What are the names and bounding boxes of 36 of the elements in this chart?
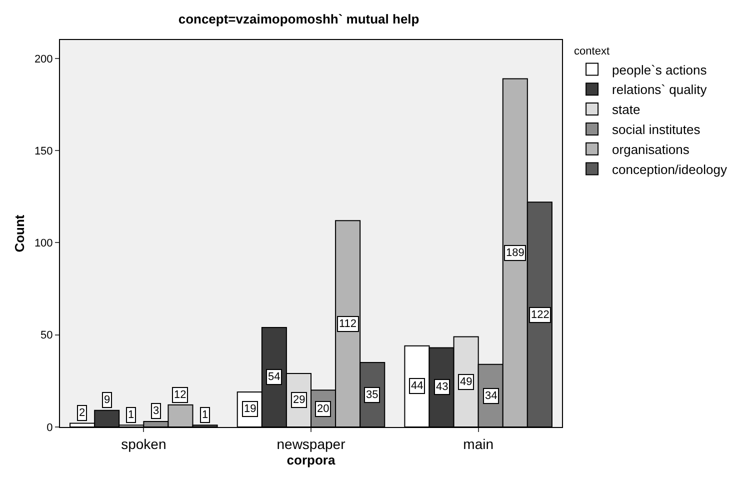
data-label: 9: [104, 394, 110, 406]
chart-title: concept=vzaimopomoshh` mutual help: [178, 12, 420, 27]
legend-label: social institutes: [612, 122, 701, 138]
data-label: 1: [128, 409, 134, 421]
y-tick-label: 0: [46, 422, 53, 434]
legend-title: context: [574, 45, 610, 58]
y-tick-label: 200: [34, 53, 53, 66]
x-tick-label: main: [463, 436, 494, 452]
data-label: 122: [531, 309, 550, 321]
legend-label: people`s actions: [612, 62, 708, 78]
data-label: 44: [411, 380, 424, 392]
data-label: 43: [436, 381, 448, 393]
data-label: 1: [202, 409, 208, 421]
data-label: 112: [339, 318, 357, 330]
data-label: 2: [79, 407, 86, 419]
y-axis-title: Count: [12, 214, 27, 252]
x-axis-title: corpora: [286, 452, 336, 468]
data-label: 19: [244, 403, 256, 415]
data-label: 29: [293, 394, 306, 406]
legend-label: organisations: [612, 142, 690, 157]
x-tick-label: spoken: [121, 436, 166, 452]
data-label: 34: [485, 390, 498, 402]
data-label: 12: [174, 389, 186, 401]
y-tick-label: 50: [40, 330, 53, 342]
data-label: 54: [268, 371, 280, 383]
y-tick-label: 150: [34, 145, 53, 158]
data-label: 189: [506, 247, 524, 259]
legend-label: relations` quality: [612, 82, 708, 98]
legend-label: state: [612, 102, 640, 118]
data-label: 3: [153, 405, 160, 417]
data-label: 35: [366, 389, 378, 401]
data-label: 49: [460, 376, 472, 388]
y-tick-label: 100: [34, 238, 53, 250]
legend-label: conception/ideology: [612, 162, 728, 177]
data-label: 20: [317, 403, 330, 415]
x-tick-label: newspaper: [276, 436, 346, 452]
